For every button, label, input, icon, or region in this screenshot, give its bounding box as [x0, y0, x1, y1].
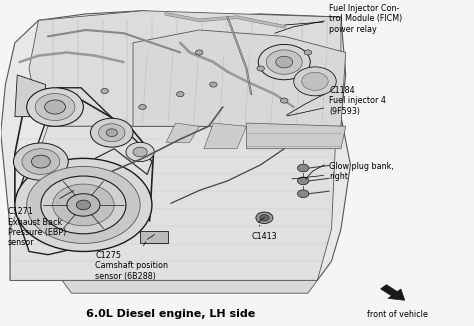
Circle shape	[99, 124, 125, 142]
Text: C1275
Camshaft position
sensor (6B288): C1275 Camshaft position sensor (6B288)	[95, 242, 168, 281]
Circle shape	[76, 200, 91, 210]
Circle shape	[27, 88, 83, 126]
Circle shape	[67, 194, 100, 216]
Circle shape	[294, 67, 336, 96]
Circle shape	[298, 190, 309, 198]
Circle shape	[101, 88, 109, 94]
Circle shape	[91, 118, 133, 147]
Circle shape	[27, 166, 140, 244]
Text: C1413: C1413	[251, 225, 277, 241]
Polygon shape	[133, 30, 346, 126]
Circle shape	[35, 94, 75, 121]
Circle shape	[258, 44, 310, 80]
Circle shape	[15, 158, 152, 251]
FancyArrow shape	[381, 285, 405, 300]
Circle shape	[281, 98, 288, 103]
Polygon shape	[10, 126, 336, 280]
Circle shape	[302, 72, 328, 90]
Circle shape	[257, 66, 264, 71]
Circle shape	[41, 176, 126, 234]
Circle shape	[298, 177, 309, 185]
Circle shape	[53, 192, 72, 205]
Polygon shape	[166, 123, 199, 142]
Bar	[140, 230, 168, 244]
Circle shape	[13, 143, 68, 180]
Circle shape	[133, 147, 147, 157]
Polygon shape	[204, 123, 246, 149]
Circle shape	[126, 142, 155, 162]
Polygon shape	[15, 75, 46, 117]
Circle shape	[298, 164, 309, 172]
Circle shape	[31, 155, 50, 168]
Text: C1184
Fuel injector 4
(9F593): C1184 Fuel injector 4 (9F593)	[287, 86, 386, 116]
Circle shape	[22, 149, 60, 174]
Circle shape	[304, 50, 312, 55]
Circle shape	[256, 212, 273, 224]
Circle shape	[139, 104, 146, 110]
Circle shape	[45, 100, 65, 114]
Circle shape	[276, 56, 293, 68]
Polygon shape	[0, 11, 350, 280]
Text: 6.0L Diesel engine, LH side: 6.0L Diesel engine, LH side	[86, 309, 255, 319]
Circle shape	[210, 82, 217, 87]
Circle shape	[195, 50, 203, 55]
Text: Glow plug bank,
right: Glow plug bank, right	[292, 161, 394, 181]
Circle shape	[176, 92, 184, 97]
Circle shape	[106, 129, 118, 137]
Polygon shape	[62, 280, 318, 293]
Text: C1271
Exhaust Back
Pressure (EBP)
sensor: C1271 Exhaust Back Pressure (EBP) sensor	[8, 202, 66, 247]
Polygon shape	[246, 123, 346, 149]
Polygon shape	[29, 11, 341, 126]
Circle shape	[266, 50, 302, 74]
Circle shape	[53, 184, 114, 226]
Circle shape	[260, 215, 269, 221]
Text: front of vehicle: front of vehicle	[367, 310, 428, 319]
Text: Fuel Injector Con-
trol Module (FICM)
power relay: Fuel Injector Con- trol Module (FICM) po…	[285, 4, 402, 34]
